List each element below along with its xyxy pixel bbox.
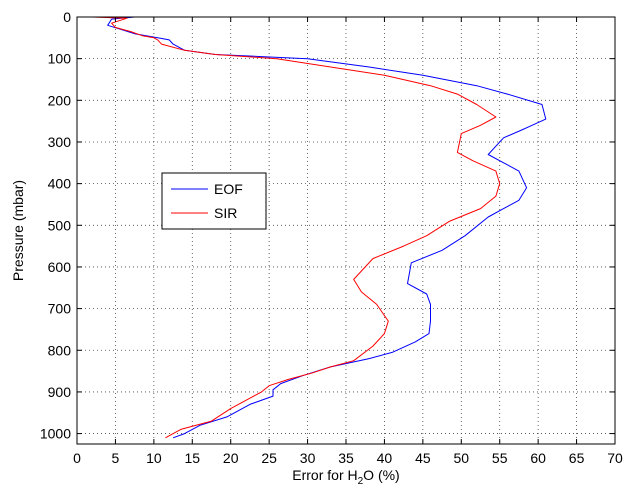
y-tick-label: 300 xyxy=(48,134,72,150)
grid-layer xyxy=(77,17,615,444)
x-tick-label: 25 xyxy=(261,450,277,466)
legend: EOF SIR xyxy=(161,172,267,230)
series-line-sir xyxy=(92,16,501,439)
y-axis-label: Pressure (mbar) xyxy=(10,180,26,281)
legend-label-sir: SIR xyxy=(214,205,237,221)
x-tick-label: 55 xyxy=(492,450,508,466)
x-tick-label: 50 xyxy=(453,450,469,466)
series-layer xyxy=(92,16,547,439)
x-tick-label: 45 xyxy=(415,450,431,466)
x-tick-label: 35 xyxy=(338,450,354,466)
y-tick-label: 900 xyxy=(48,384,72,400)
x-tick-label: 0 xyxy=(73,450,81,466)
x-tick-label: 15 xyxy=(184,450,200,466)
x-tick-label: 70 xyxy=(607,450,623,466)
y-tick-label: 700 xyxy=(48,301,72,317)
x-axis-label-rest: O (%) xyxy=(363,467,400,483)
y-tick-label: 500 xyxy=(48,217,72,233)
x-axis-label-subscript: 2 xyxy=(358,476,364,487)
y-tick-label: 0 xyxy=(63,9,71,25)
x-tick-label: 20 xyxy=(223,450,239,466)
x-axis-label: Error for H2O (%) xyxy=(292,467,399,487)
x-axis-label-base: Error for H xyxy=(292,467,357,483)
y-tick-label: 600 xyxy=(48,259,72,275)
x-tick-label: 60 xyxy=(530,450,546,466)
tick-layer: 0 5 10 15 20 25 30 35 40 45 50 55 60 65 70010020030040… xyxy=(40,9,623,466)
y-tick-label: 200 xyxy=(48,92,72,108)
x-tick-label: 5 xyxy=(112,450,120,466)
y-tick-label: 400 xyxy=(48,176,72,192)
legend-box xyxy=(161,172,267,230)
y-tick-label: 800 xyxy=(48,342,72,358)
x-tick-label: 30 xyxy=(300,450,316,466)
x-tick-label: 40 xyxy=(377,450,393,466)
legend-label-eof: EOF xyxy=(214,181,243,197)
y-tick-label: 1000 xyxy=(40,426,71,442)
x-tick-label: 65 xyxy=(569,450,585,466)
y-tick-label: 100 xyxy=(48,51,72,67)
x-tick-label: 10 xyxy=(146,450,162,466)
